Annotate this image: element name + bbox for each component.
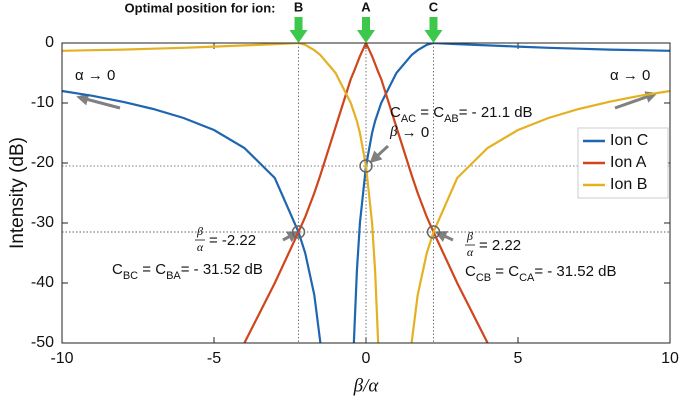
annotation-part: = C xyxy=(138,261,166,278)
ion-label: C xyxy=(429,0,439,14)
annotation: CCB = CCA= - 31.52 dB xyxy=(465,263,617,284)
optimal-label: Optimal position for ion: xyxy=(125,0,276,15)
annotation-part: β xyxy=(389,124,398,140)
annotation-part: C xyxy=(112,261,123,278)
fraction-value: = -2.22 xyxy=(209,232,256,249)
direction-arrow xyxy=(282,231,300,243)
direction-arrow xyxy=(614,91,658,110)
annotation-part: α → 0 xyxy=(610,67,650,84)
x-tick-label: 10 xyxy=(661,350,679,367)
crossing-marker xyxy=(291,225,306,239)
fraction-denominator: α xyxy=(197,240,204,254)
legend-label: Ion C xyxy=(610,132,648,149)
fraction-value: = 2.22 xyxy=(479,237,521,254)
ion-label: A xyxy=(361,0,371,14)
optimal-arrow xyxy=(424,17,443,43)
x-tick-label: -5 xyxy=(207,350,221,367)
annotation-part: AB xyxy=(444,113,459,125)
annotation-part: = C xyxy=(416,104,444,121)
direction-arrow xyxy=(76,93,121,110)
crossing-marker xyxy=(359,159,373,173)
annotation-part: α → 0 xyxy=(75,67,115,84)
y-axis-label: Intensity (dB) xyxy=(7,137,28,249)
annotation: α → 0 xyxy=(610,67,650,84)
annotation-part: → 0 xyxy=(397,124,429,141)
legend-label: Ion A xyxy=(610,154,647,171)
annotation: β → 0 xyxy=(389,124,429,141)
plot-lines xyxy=(62,43,670,343)
y-tick-label: -50 xyxy=(31,334,54,351)
annotation-part: BC xyxy=(123,270,138,282)
annotation-part: AC xyxy=(401,113,416,125)
annotation-part: = - 21.1 dB xyxy=(459,104,533,121)
annotation-part: CA xyxy=(519,272,535,284)
y-tick-label: -20 xyxy=(31,154,54,171)
crossing-marker xyxy=(426,225,441,239)
annotation: CBC = CBA= - 31.52 dB xyxy=(112,261,263,282)
annotation-part: = - 31.52 dB xyxy=(181,261,263,278)
x-tick-label: 0 xyxy=(362,350,371,367)
direction-arrow xyxy=(369,144,390,164)
ion-label: B xyxy=(294,0,303,14)
series-line xyxy=(62,43,670,343)
y-tick-label: -10 xyxy=(31,94,54,111)
series-line xyxy=(62,43,670,343)
annotation-part: C xyxy=(465,263,476,280)
legend-label: Ion B xyxy=(610,176,647,193)
fraction-denominator: α xyxy=(467,245,474,259)
y-tick-label: -40 xyxy=(31,274,54,291)
annotation-part: = - 31.52 dB xyxy=(534,263,616,280)
optimal-arrow xyxy=(289,17,308,43)
optimal-arrow xyxy=(357,17,375,43)
annotation: α → 0 xyxy=(75,67,115,84)
fraction-numerator: β xyxy=(466,229,473,243)
annotation-part: CB xyxy=(476,272,491,284)
fraction-numerator: β xyxy=(196,224,203,238)
annotation-part: BA xyxy=(166,270,181,282)
y-tick-label: -30 xyxy=(31,214,54,231)
x-axis-label: β/α xyxy=(353,375,380,396)
series-line xyxy=(243,43,489,343)
x-tick-label: -10 xyxy=(50,350,73,367)
annotation: CAC = CAB= - 21.1 dB xyxy=(390,104,533,125)
y-tick-label: 0 xyxy=(45,34,54,51)
x-tick-label: 5 xyxy=(514,350,523,367)
annotation-part: = C xyxy=(491,263,519,280)
annotation-part: C xyxy=(390,104,401,121)
direction-arrow xyxy=(434,231,454,242)
